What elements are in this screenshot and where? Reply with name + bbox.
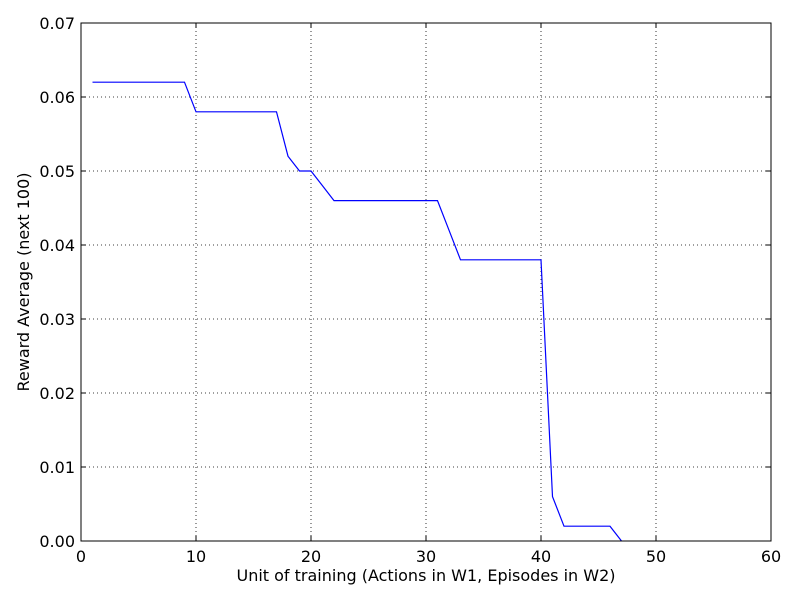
series-layer	[92, 81, 622, 542]
y-tick-label: 0.00	[39, 532, 75, 551]
x-tick-labels: 0 10 20 30 40 50 60	[76, 547, 781, 566]
x-tick-label: 30	[416, 547, 436, 566]
y-tick-label: 0.06	[39, 88, 75, 107]
x-axis-label: Unit of training (Actions in W1, Episode…	[236, 566, 615, 585]
ticks	[80, 22, 772, 542]
x-tick-label: 60	[761, 547, 781, 566]
x-tick-label: 50	[646, 547, 666, 566]
x-tick-label: 0	[76, 547, 86, 566]
y-tick-label: 0.07	[39, 14, 75, 33]
series-line	[92, 81, 622, 542]
x-tick-label: 10	[186, 547, 206, 566]
y-tick-label: 0.01	[39, 458, 75, 477]
x-tick-label: 40	[531, 547, 551, 566]
y-tick-label: 0.04	[39, 236, 75, 255]
grid	[81, 23, 771, 541]
y-tick-labels: 0.00 0.01 0.02 0.03 0.04 0.05 0.06 0.07	[39, 14, 75, 551]
y-axis-label: Reward Average (next 100)	[14, 172, 33, 391]
y-tick-label: 0.02	[39, 384, 75, 403]
y-tick-label: 0.05	[39, 162, 75, 181]
y-tick-label: 0.03	[39, 310, 75, 329]
x-tick-label: 20	[301, 547, 321, 566]
